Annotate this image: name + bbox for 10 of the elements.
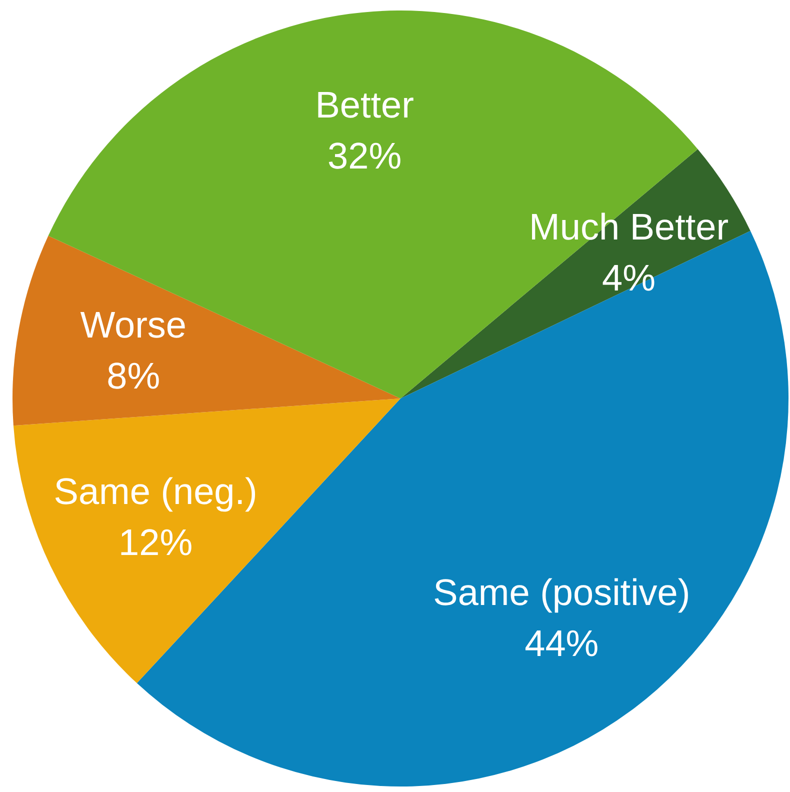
data-label: 32%: [328, 135, 402, 176]
slice-label: Same (neg.): [54, 470, 258, 512]
data-label: 4%: [602, 257, 656, 298]
data-label: 12%: [118, 522, 193, 563]
slice-label: Better: [315, 84, 414, 126]
slice-label: Much Better: [529, 206, 729, 248]
data-label: 44%: [524, 623, 599, 664]
slice-label: Same (positive): [433, 572, 690, 614]
data-label: 8%: [106, 355, 160, 396]
slice-label: Worse: [80, 304, 186, 346]
